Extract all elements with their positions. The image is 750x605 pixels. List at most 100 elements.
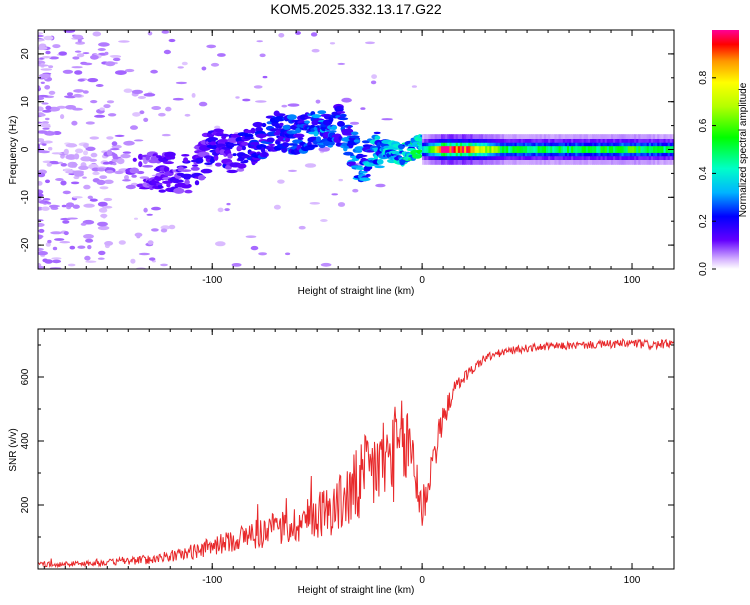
spectrogram-speckle bbox=[38, 228, 45, 233]
spectrogram-speckle bbox=[245, 235, 257, 238]
spectrogram-speckle bbox=[320, 219, 328, 222]
spectrogram-ridge-cell bbox=[304, 120, 310, 124]
spectrogram-speckle bbox=[66, 202, 75, 208]
spectrogram-ridge-cell bbox=[170, 155, 176, 160]
spectrogram-speckle bbox=[175, 81, 187, 85]
spectrogram-tone-cell bbox=[594, 146, 597, 153]
spectrogram-tone-cell bbox=[518, 146, 522, 153]
spectrogram-speckle bbox=[74, 70, 83, 75]
spectrogram-ridge-cell bbox=[179, 169, 192, 173]
spectrogram-ridge-cell bbox=[120, 153, 131, 159]
spectrogram-tone-cell bbox=[520, 146, 524, 153]
spectrogram-speckle bbox=[160, 228, 168, 233]
spectrogram-tone-cell bbox=[541, 146, 545, 153]
spectrogram-speckle bbox=[309, 202, 321, 205]
spectrogram-tone-cell bbox=[619, 146, 623, 153]
spectrogram-speckle bbox=[98, 250, 106, 256]
spectrogram-speckle bbox=[71, 120, 78, 126]
spectrogram-ridge-cell bbox=[194, 180, 200, 186]
spectrogram-speckle bbox=[168, 224, 176, 230]
spectrogram-speckle bbox=[231, 263, 242, 267]
spectrogram-speckle bbox=[130, 125, 138, 130]
spectrogram-speckle bbox=[38, 39, 45, 42]
y-tick-label: 200 bbox=[20, 496, 31, 513]
spectrogram-tone-cell bbox=[480, 146, 484, 153]
spectrogram-ridge-cell bbox=[295, 127, 302, 133]
spectrogram-speckle bbox=[143, 93, 156, 97]
spectrogram-speckle bbox=[139, 176, 150, 180]
spectrogram-tone-cell bbox=[455, 146, 459, 153]
spectrogram-ridge-cell bbox=[215, 129, 224, 133]
spectrogram-ridge-cell bbox=[213, 154, 219, 161]
spectrogram-tone-cell bbox=[617, 146, 620, 153]
spectrogram-tone-cell bbox=[422, 146, 425, 153]
spectrogram-ridge-cell bbox=[155, 182, 163, 186]
spectrogram-speckle bbox=[115, 70, 127, 75]
spectrogram-speckle bbox=[151, 228, 159, 232]
spectrogram-tone-cell bbox=[514, 146, 518, 153]
spectrogram-tone-cell bbox=[562, 146, 566, 153]
snr-ticks: -100 0 100 200 400 600 bbox=[20, 329, 675, 586]
y-tick-label: 600 bbox=[20, 368, 31, 385]
spectrogram-ridge-cell bbox=[114, 170, 124, 175]
spectrogram-ridge-cell bbox=[252, 121, 264, 128]
spectrogram-speckle bbox=[104, 241, 114, 246]
snr-ylabel: SNR (v/v) bbox=[8, 428, 19, 471]
spectrogram-speckle bbox=[130, 258, 136, 264]
spectrogram-ridge-cell bbox=[343, 128, 354, 135]
snr-frame bbox=[37, 328, 675, 570]
spectrogram-ridge-cell bbox=[347, 161, 357, 165]
spectrogram-tone-cell bbox=[556, 146, 560, 153]
spectrogram-ridge-cell bbox=[200, 168, 213, 174]
spectrogram-tone-cell bbox=[434, 146, 438, 153]
spectrogram-speckle bbox=[41, 56, 52, 59]
spectrogram-speckle bbox=[214, 125, 221, 130]
spectrogram-tone-cell bbox=[476, 146, 480, 153]
spectrogram-speckle bbox=[287, 169, 298, 172]
spectrogram-ridge-cell bbox=[278, 113, 286, 117]
spectrogram-speckle bbox=[45, 179, 50, 184]
spectrogram-ridge-cell bbox=[227, 153, 233, 159]
spectrogram-tone-cell bbox=[485, 146, 488, 153]
spectrogram-tone-cell bbox=[459, 146, 463, 153]
spectrogram-tone-cell bbox=[451, 146, 455, 153]
spectrogram-tone-cell bbox=[525, 146, 528, 153]
spectrogram-tone-cell bbox=[583, 146, 587, 153]
spectrogram-tone-cell bbox=[560, 146, 564, 153]
spectrogram-speckle bbox=[83, 203, 95, 208]
spectrogram-ridge-cell bbox=[129, 167, 139, 174]
spectrogram-speckle bbox=[45, 242, 51, 247]
spectrogram-speckle bbox=[77, 78, 85, 82]
spectrogram-speckle bbox=[102, 205, 113, 209]
spectrogram-tone-cell bbox=[478, 146, 482, 153]
spectrogram-speckle bbox=[411, 85, 417, 88]
spectrogram-ridge-cell bbox=[279, 122, 284, 127]
spectrogram-speckle bbox=[262, 75, 268, 79]
colorbar: 0.0 0.2 0.4 0.6 0.8 Normalized spectral ampl… bbox=[698, 30, 749, 276]
spectrogram-speckle bbox=[82, 176, 87, 179]
spectrogram-speckle bbox=[160, 263, 168, 267]
spectrogram-ridge-cell bbox=[336, 111, 346, 114]
spectrogram-tone-cell bbox=[445, 146, 448, 153]
spectrogram-speckle bbox=[38, 222, 45, 227]
spectrogram-speckle bbox=[70, 181, 80, 185]
spectrogram-speckle bbox=[341, 97, 352, 103]
spectrogram-tone-cell bbox=[571, 146, 574, 153]
spectrogram-ridge-cell bbox=[180, 173, 193, 179]
spectrogram-speckle bbox=[132, 112, 141, 117]
spectrogram-tone-cell bbox=[638, 146, 641, 153]
spectrogram-speckle bbox=[49, 160, 59, 164]
spectrogram-ridge-cell bbox=[90, 152, 98, 158]
x-tick-label: 0 bbox=[419, 575, 425, 586]
spectrogram-ridge-cell bbox=[132, 157, 137, 162]
spectrogram-speckle bbox=[75, 41, 86, 45]
colorbar-ticks: 0.0 0.2 0.4 0.6 0.8 bbox=[698, 70, 716, 276]
spectrogram-speckle bbox=[84, 255, 91, 261]
spectrogram-tone-cell bbox=[510, 146, 513, 153]
spectrogram-tone-cell bbox=[665, 146, 669, 153]
spectrogram-speckle bbox=[118, 40, 130, 43]
spectrogram-ridge-cell bbox=[116, 158, 125, 165]
spectrogram-speckle bbox=[51, 259, 62, 264]
spectrogram-speckle bbox=[40, 68, 53, 71]
spectrogram-ridge-cell bbox=[285, 137, 290, 143]
